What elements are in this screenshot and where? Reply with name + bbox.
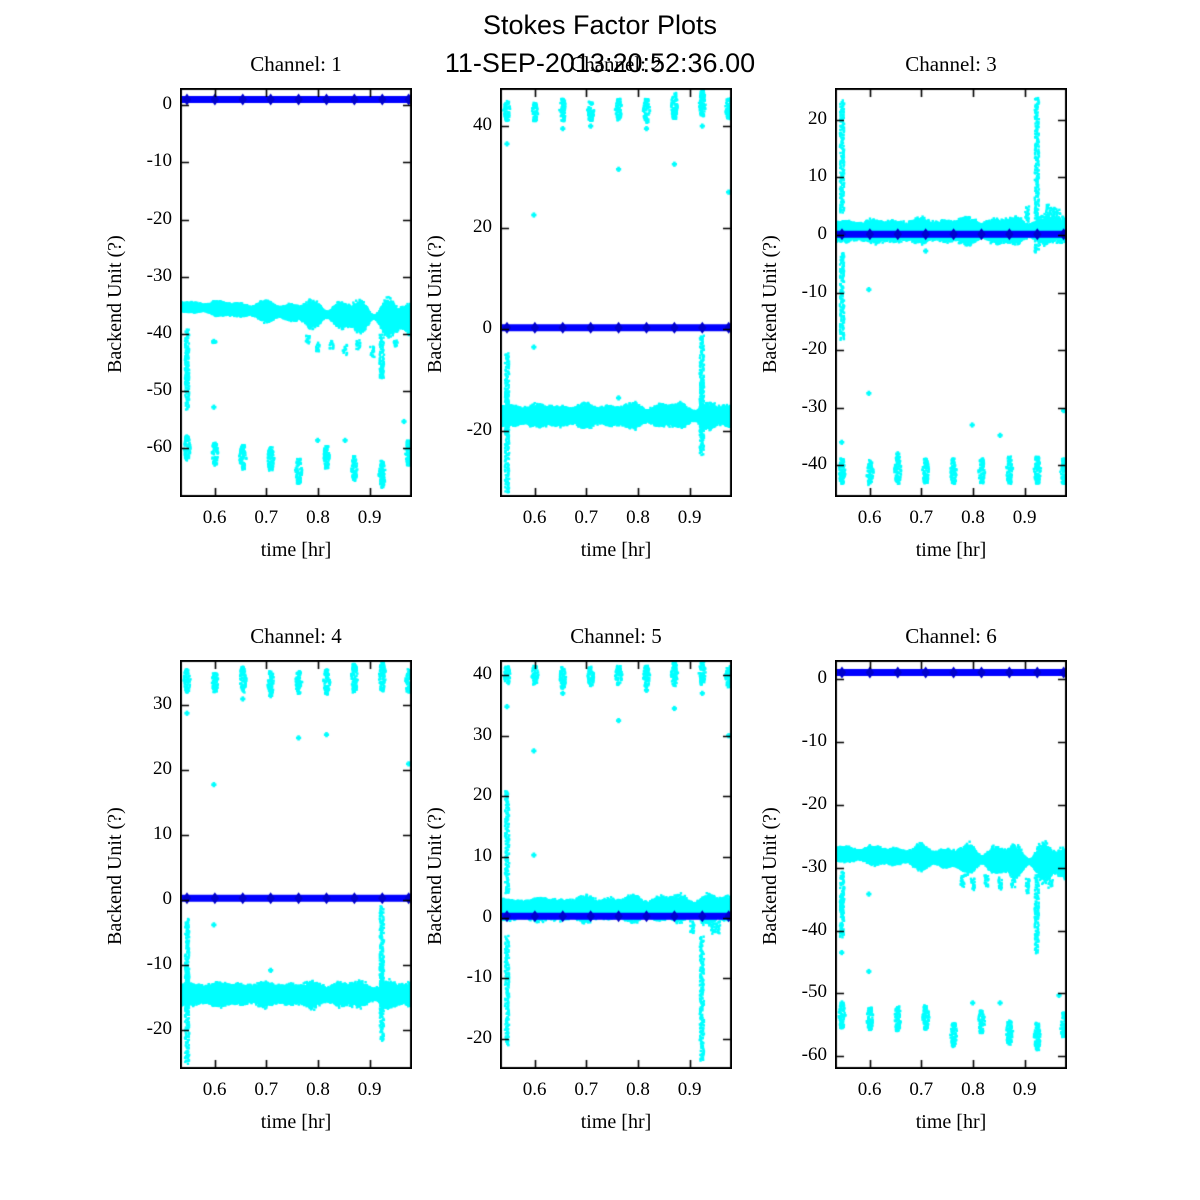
plot-area: [180, 88, 412, 497]
y-tick-label: -20: [801, 338, 827, 360]
x-axis-label: time [hr]: [260, 539, 332, 561]
x-axis-label: time [hr]: [580, 539, 652, 561]
subplot-title: Channel: 3: [905, 52, 997, 76]
x-tick-label: 0.8: [961, 507, 985, 528]
y-tick-label: 20: [153, 758, 172, 780]
x-tick-label: 0.6: [857, 1079, 882, 1100]
y-tick-label: -30: [801, 855, 827, 877]
y-tick-label: 20: [808, 107, 827, 129]
y-tick-label: -20: [466, 418, 492, 440]
y-tick-label: -30: [146, 264, 172, 286]
subplot-channel-6: Channel: 6 0 -10 -20 -30 -40 -50 -60 0.6 0.7 0.8 0.…: [745, 624, 1097, 1143]
y-tick-label: -60: [146, 436, 172, 458]
subplot-title: Channel: 6: [905, 624, 997, 648]
subplot-channel-2: Channel: 2 40 20 0 -20 0.6 0.7 0.8 0.9 time [hr] B…: [410, 52, 762, 571]
x-tick-label: 0.6: [522, 507, 547, 528]
x-axis-label: time [hr]: [580, 1111, 652, 1133]
y-axis-label: Backend Unit (?): [424, 234, 446, 373]
y-tick-label: -40: [801, 918, 827, 940]
y-axis-label: Backend Unit (?): [104, 806, 126, 945]
x-tick-label: 0.9: [677, 507, 702, 528]
x-axis-label: time [hr]: [915, 1111, 987, 1133]
subplot-channel-4: Channel: 4 30 20 10 0 -10 -20 0.6 0.7 0.8 0.9 time …: [90, 624, 442, 1143]
x-tick-label: 0.6: [522, 1079, 547, 1100]
x-tick-label: 0.9: [1012, 1079, 1037, 1100]
y-tick-label: 0: [817, 666, 828, 688]
y-tick-label: 0: [162, 93, 173, 115]
y-tick-label: 10: [153, 823, 172, 845]
subplot-title: Channel: 4: [250, 624, 342, 648]
y-tick-label: 20: [473, 784, 492, 806]
y-tick-label: -10: [466, 966, 492, 988]
x-tick-label: 0.9: [677, 1079, 702, 1100]
y-tick-label: 40: [473, 663, 492, 685]
y-tick-label: 0: [482, 905, 493, 927]
subplot-title: Channel: 1: [250, 52, 342, 76]
x-tick-label: 0.7: [254, 507, 279, 528]
x-tick-label: 0.7: [909, 1079, 934, 1100]
x-tick-label: 0.7: [574, 507, 599, 528]
subplot-title: Channel: 2: [570, 52, 662, 76]
y-axis-label: Backend Unit (?): [424, 806, 446, 945]
x-tick-label: 0.8: [306, 507, 330, 528]
x-tick-label: 0.7: [254, 1079, 279, 1100]
x-tick-label: 0.9: [357, 1079, 382, 1100]
y-tick-label: 40: [473, 114, 492, 136]
plot-area: [180, 660, 412, 1069]
subplot-title: Channel: 5: [570, 624, 662, 648]
x-axis-label: time [hr]: [260, 1111, 332, 1133]
x-tick-label: 0.9: [1012, 507, 1037, 528]
y-tick-label: -40: [146, 321, 172, 343]
subplot-channel-5: Channel: 5 40 30 20 10 0 -10 -20 0.6 0.7 0.8 0.9 tim…: [410, 624, 762, 1143]
y-tick-label: 10: [473, 844, 492, 866]
figure-title: Stokes Factor Plots: [482, 10, 718, 40]
x-tick-label: 0.6: [202, 1079, 227, 1100]
y-tick-label: -10: [146, 150, 172, 172]
plot-area: [835, 660, 1067, 1069]
y-tick-label: -50: [801, 981, 827, 1003]
x-tick-label: 0.8: [961, 1079, 985, 1100]
x-tick-label: 0.7: [909, 507, 934, 528]
y-tick-label: -10: [801, 729, 827, 751]
y-tick-label: 10: [808, 165, 827, 187]
y-tick-label: 0: [817, 222, 828, 244]
y-tick-label: -20: [801, 792, 827, 814]
y-tick-label: -20: [146, 1018, 172, 1040]
y-tick-label: 0: [482, 317, 493, 339]
plot-area: [500, 88, 732, 497]
y-tick-label: -40: [801, 453, 827, 475]
y-tick-label: -60: [801, 1044, 827, 1066]
x-tick-label: 0.8: [626, 507, 650, 528]
x-tick-label: 0.6: [857, 507, 882, 528]
x-tick-label: 0.9: [357, 507, 382, 528]
x-axis-label: time [hr]: [915, 539, 987, 561]
subplot-channel-1: Channel: 1 0 -10 -20 -30 -40 -50 -60 0.6 0.7 0.8 0.…: [90, 52, 442, 571]
x-tick-label: 0.8: [306, 1079, 330, 1100]
plot-area: [500, 660, 732, 1069]
y-axis-label: Backend Unit (?): [759, 806, 781, 945]
x-tick-label: 0.7: [574, 1079, 599, 1100]
y-axis-label: Backend Unit (?): [104, 234, 126, 373]
y-tick-label: 20: [473, 215, 492, 237]
y-tick-label: -30: [801, 395, 827, 417]
plot-area: [835, 88, 1067, 497]
y-tick-label: -10: [146, 953, 172, 975]
y-tick-label: 30: [473, 723, 492, 745]
y-tick-label: 0: [162, 888, 173, 910]
y-axis-label: Backend Unit (?): [759, 234, 781, 373]
y-tick-label: -20: [466, 1026, 492, 1048]
x-tick-label: 0.8: [626, 1079, 650, 1100]
y-tick-label: -50: [146, 379, 172, 401]
y-tick-label: -20: [146, 207, 172, 229]
y-tick-label: -10: [801, 280, 827, 302]
y-tick-label: 30: [153, 693, 172, 715]
subplot-channel-3: Channel: 3 20 10 0 -10 -20 -30 -40 0.6 0.7 0.8 0.9 t…: [745, 52, 1097, 571]
x-tick-label: 0.6: [202, 507, 227, 528]
